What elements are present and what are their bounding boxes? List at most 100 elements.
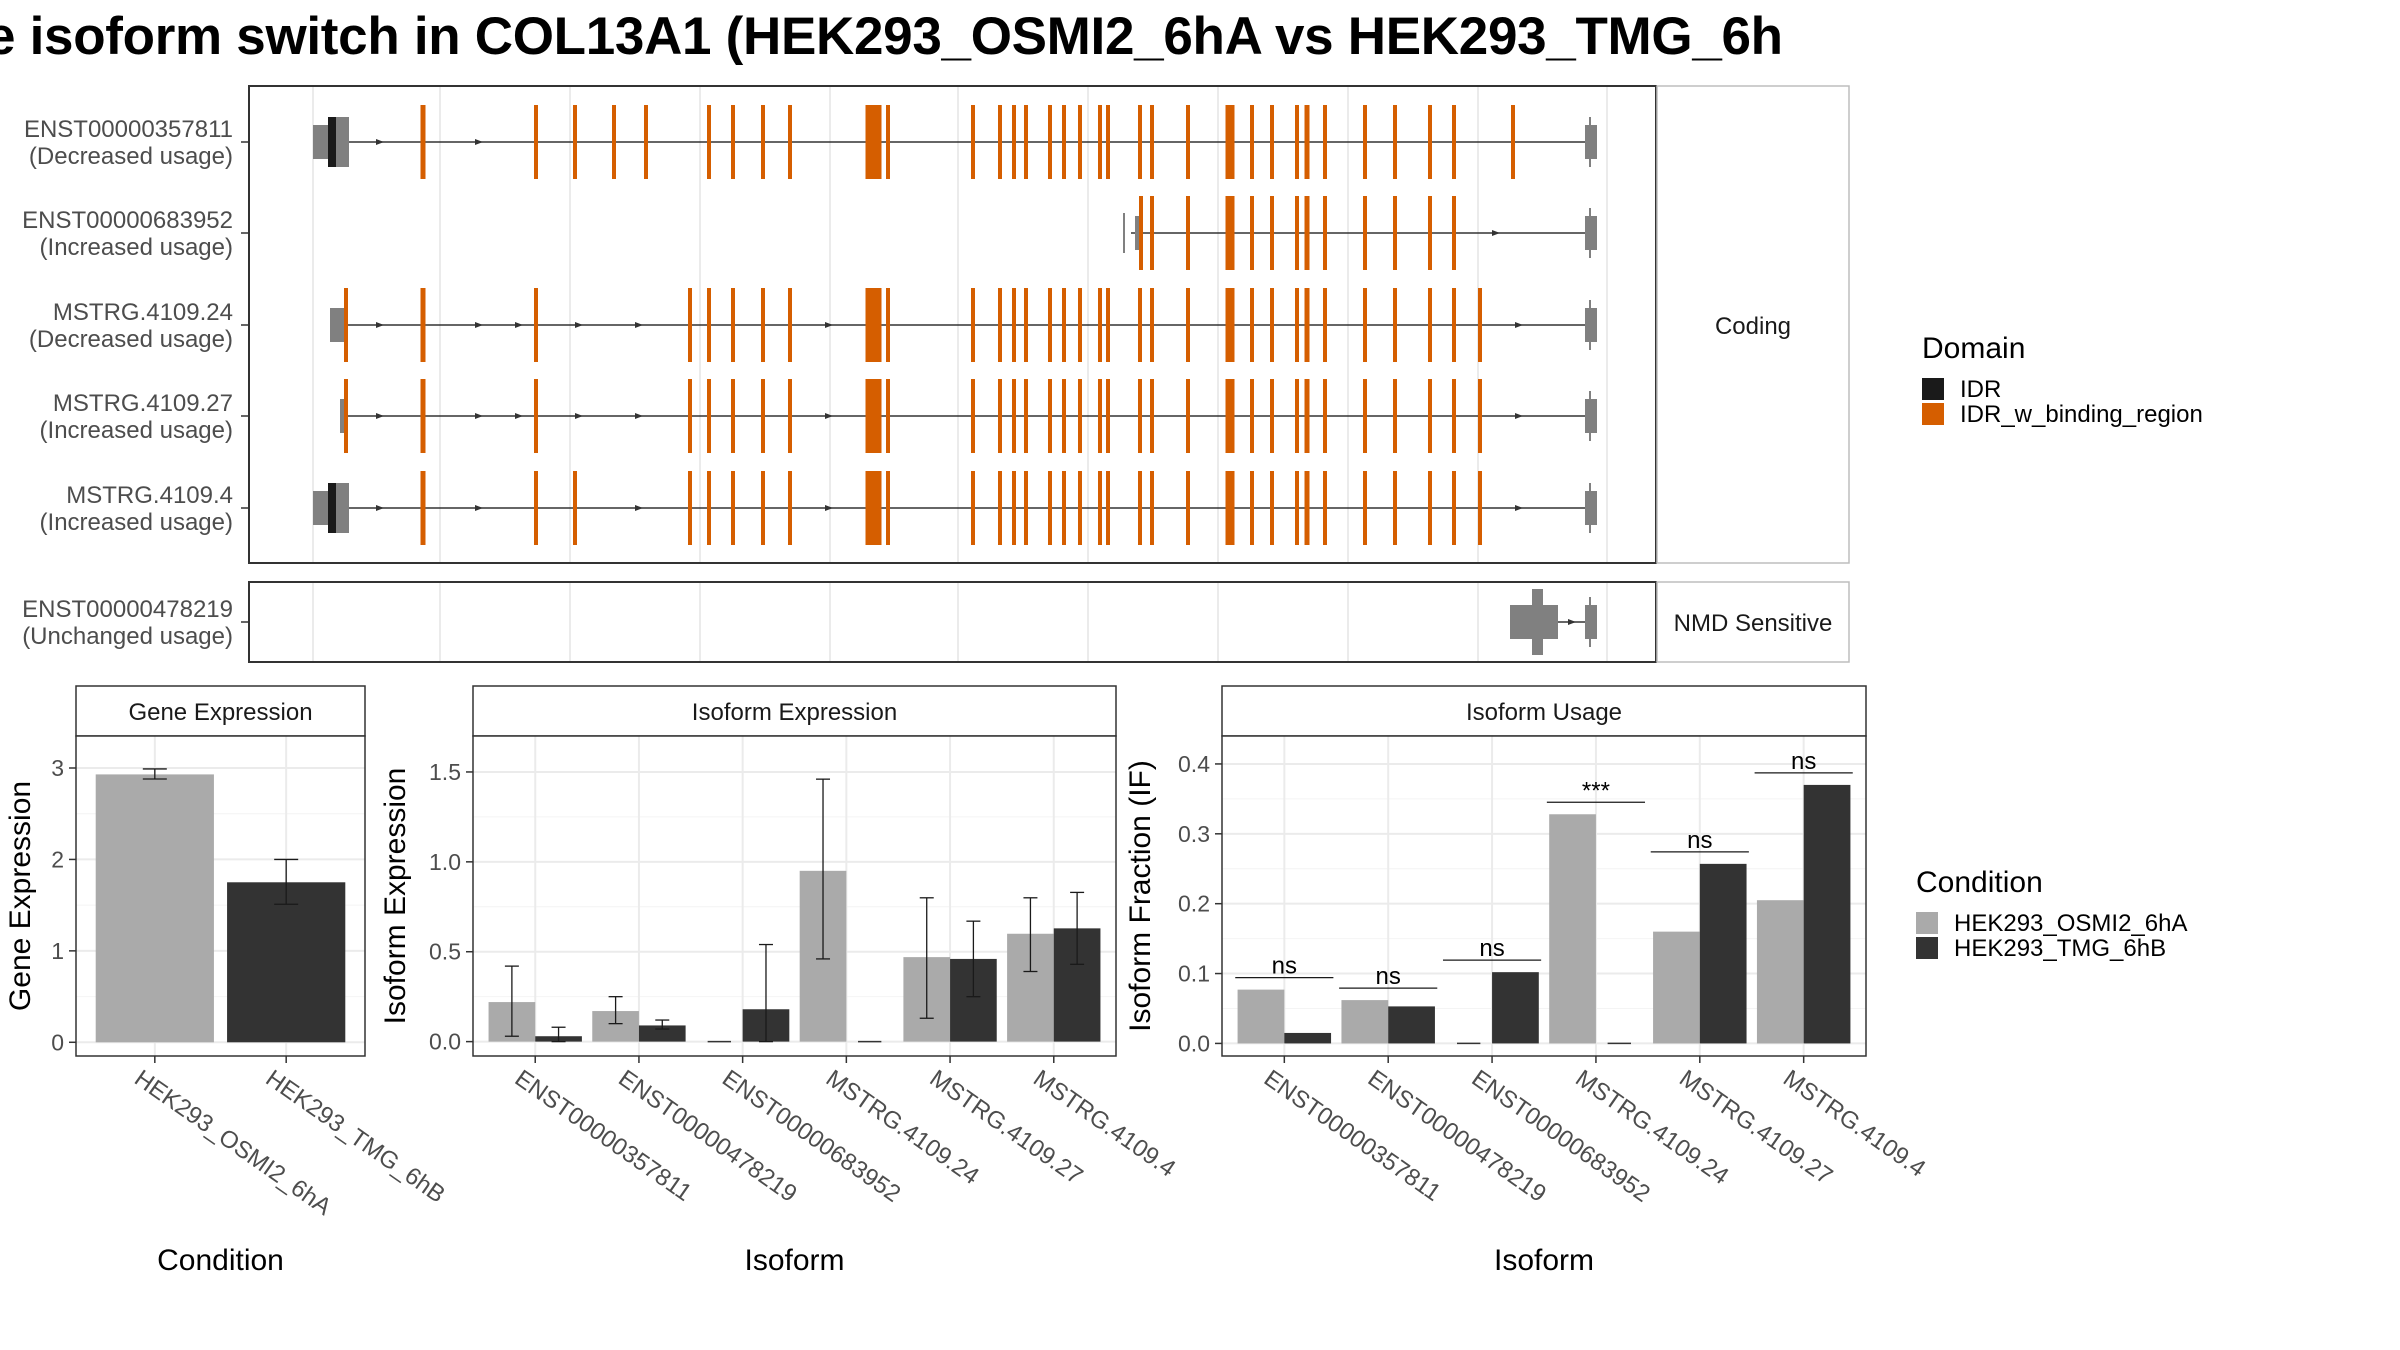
exon-binding-block [1098, 288, 1102, 362]
domain-legend-swatch [1922, 378, 1944, 400]
exon-binding-block [1078, 288, 1082, 362]
exon-binding-block [1452, 288, 1456, 362]
exon-binding-block [612, 105, 616, 179]
significance-label: ns [1479, 935, 1504, 962]
idr-domain-block [328, 483, 336, 533]
bar [1237, 989, 1285, 1044]
exon-binding-block [872, 379, 882, 453]
condition-legend-title: Condition [1916, 866, 2043, 899]
exon-binding-block [1225, 196, 1235, 270]
bar [1653, 931, 1700, 1044]
exon-binding-block [688, 471, 692, 545]
exon-binding-block [534, 379, 538, 453]
exon-binding-block [1024, 471, 1028, 545]
exon-binding-block [420, 288, 426, 362]
exon-binding-block [1304, 471, 1310, 545]
exon-binding-block [1452, 379, 1456, 453]
exon-binding-block [865, 105, 875, 179]
exon-binding-block [1012, 105, 1016, 179]
exon-binding-block [761, 379, 765, 453]
y-tick-label: 0.0 [429, 1029, 461, 1055]
plot-border [75, 735, 366, 1057]
exon-binding-block [1250, 379, 1254, 453]
transcript-id-label: MSTRG.4109.27 [53, 390, 233, 417]
exon-binding-block [1048, 471, 1052, 545]
exon-binding-block [420, 471, 426, 545]
exon-binding-block [644, 105, 648, 179]
exon-binding-block [534, 105, 538, 179]
exon-binding-block [1062, 288, 1066, 362]
exon-binding-block [1304, 196, 1310, 270]
panel-strip-title: Gene Expression [128, 699, 312, 726]
bar [1756, 900, 1804, 1044]
exon-binding-block [1452, 196, 1456, 270]
exon-binding-block [1048, 105, 1052, 179]
exon-binding-block [998, 288, 1002, 362]
bar [638, 1025, 686, 1042]
exon-binding-block [998, 471, 1002, 545]
exon-binding-block [1048, 288, 1052, 362]
exon-binding-block [1024, 379, 1028, 453]
y-tick-label: 3 [51, 755, 64, 781]
exon-binding-block [872, 288, 882, 362]
panel-strip [1221, 685, 1867, 737]
idr-domain-block [328, 117, 336, 167]
exon-binding-block [1428, 471, 1432, 545]
significance-label: ns [1272, 953, 1297, 980]
exon-binding-block [1304, 105, 1310, 179]
transcript-usage-label: (Increased usage) [40, 417, 233, 444]
exon-binding-block [344, 379, 348, 453]
condition-legend-swatch [1916, 937, 1938, 959]
significance-label: ns [1376, 963, 1401, 990]
transcript-usage-label: (Decreased usage) [29, 143, 233, 170]
exon-binding-block [1478, 471, 1482, 545]
coding-strip-box [1656, 85, 1850, 564]
exon-binding-block [1106, 379, 1110, 453]
exon-binding-block [1106, 288, 1110, 362]
exon-binding-block [1250, 288, 1254, 362]
exon-binding-block [998, 379, 1002, 453]
y-axis-title: Gene Expression [4, 781, 37, 1011]
transcript-structure-MSTRG.4109.4 [313, 471, 1597, 545]
transcript-id-label: MSTRG.4109.24 [53, 299, 233, 326]
exon-binding-block [1250, 471, 1254, 545]
cds-block [336, 483, 349, 533]
transcript-usage-label: (Increased usage) [40, 509, 233, 536]
y-tick-label: 0 [51, 1029, 64, 1055]
bar [227, 882, 346, 1043]
exon-binding-block [1323, 471, 1327, 545]
bar [1699, 863, 1747, 1044]
exon-binding-block [1295, 379, 1299, 453]
exon-binding-block [1304, 379, 1310, 453]
exon-binding-block [1393, 196, 1397, 270]
strand-arrow [475, 322, 483, 328]
strand-arrow [825, 505, 833, 511]
exon-binding-block [420, 379, 426, 453]
y-tick-label: 1.5 [429, 759, 461, 785]
x-tick-label: ENST00000478219 [1363, 1065, 1551, 1208]
exon-binding-block [1452, 105, 1456, 179]
domain-legend-swatch [1922, 403, 1944, 425]
transcript-usage-label: (Decreased usage) [29, 326, 233, 353]
transcript-usage-label: (Increased usage) [40, 234, 233, 261]
exon-binding-block [731, 471, 735, 545]
y-axis-title: Isoform Fraction (IF) [1124, 760, 1157, 1032]
y-axis-title: Isoform Expression [379, 768, 412, 1025]
exon-binding-block [1363, 471, 1367, 545]
exon-binding-block [865, 288, 875, 362]
exon-binding-block [761, 288, 765, 362]
transcript-usage-label: (Unchanged usage) [22, 623, 233, 650]
exon-binding-block [534, 288, 538, 362]
transcript-nmd-panel [248, 581, 1657, 663]
exon-binding-block [971, 105, 975, 179]
exon-binding-block [886, 105, 890, 179]
transcript-structure-MSTRG.4109.24 [330, 288, 1597, 362]
exon-binding-block [971, 471, 975, 545]
exon-binding-block [1024, 288, 1028, 362]
exon-binding-block [1078, 471, 1082, 545]
transcript-structure-MSTRG.4109.27 [340, 379, 1597, 453]
strand-arrow [376, 413, 384, 419]
exon-binding-block [1393, 379, 1397, 453]
x-tick-label: ENST00000683952 [1467, 1065, 1655, 1208]
